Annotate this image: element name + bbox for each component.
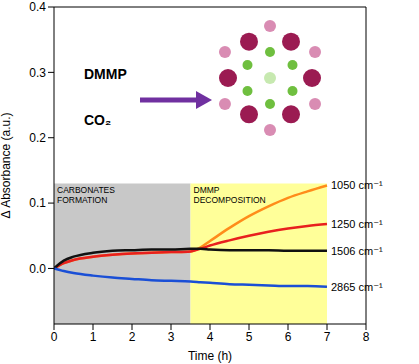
svg-text:7: 7: [324, 330, 331, 344]
svg-text:Time (h): Time (h): [188, 349, 232, 363]
svg-text:5: 5: [246, 330, 253, 344]
svg-text:1: 1: [90, 330, 97, 344]
svg-text:CARBONATESFORMATION: CARBONATESFORMATION: [57, 185, 115, 205]
svg-text:0.2: 0.2: [29, 131, 46, 145]
svg-text:3: 3: [168, 330, 175, 344]
svg-text:0.4: 0.4: [29, 0, 46, 14]
html-text:CO₂: CO₂: [84, 112, 112, 128]
svg-text:4: 4: [207, 330, 214, 344]
svg-text:2865 cm⁻¹: 2865 cm⁻¹: [331, 281, 383, 293]
html-text:DMMP: DMMP: [84, 66, 127, 82]
svg-text:0.1: 0.1: [29, 196, 46, 210]
svg-text:1506 cm⁻¹: 1506 cm⁻¹: [331, 245, 383, 257]
svg-text:0.0: 0.0: [29, 262, 46, 276]
svg-text:1250 cm⁻¹: 1250 cm⁻¹: [331, 218, 383, 230]
svg-text:6: 6: [285, 330, 292, 344]
svg-text:0: 0: [51, 330, 58, 344]
svg-text:DMMPDECOMPOSITION: DMMPDECOMPOSITION: [194, 185, 266, 205]
svg-text:1050 cm⁻¹: 1050 cm⁻¹: [331, 179, 383, 191]
svg-text:8: 8: [363, 330, 370, 344]
svg-text:2: 2: [129, 330, 136, 344]
svg-text:0.3: 0.3: [29, 66, 46, 80]
svg-text:Δ Absorbance (a.u.): Δ Absorbance (a.u.): [0, 112, 13, 218]
